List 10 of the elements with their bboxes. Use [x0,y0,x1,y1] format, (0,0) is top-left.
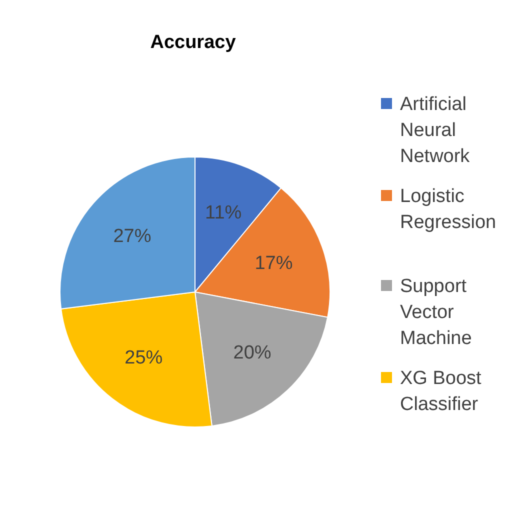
legend-label: XG Boost Classifier [400,367,482,417]
legend-label: Support Vector Machine [400,275,473,351]
data-label: 25% [124,348,163,369]
chart-title: Accuracy [149,32,237,54]
legend-label: Artificial Neural Network [400,93,471,169]
legend-label: Logistic Regression [400,185,498,235]
data-label: 11% [205,202,242,224]
data-label: 27% [113,226,152,248]
data-label: 20% [233,342,272,364]
data-label: 17% [254,253,293,274]
